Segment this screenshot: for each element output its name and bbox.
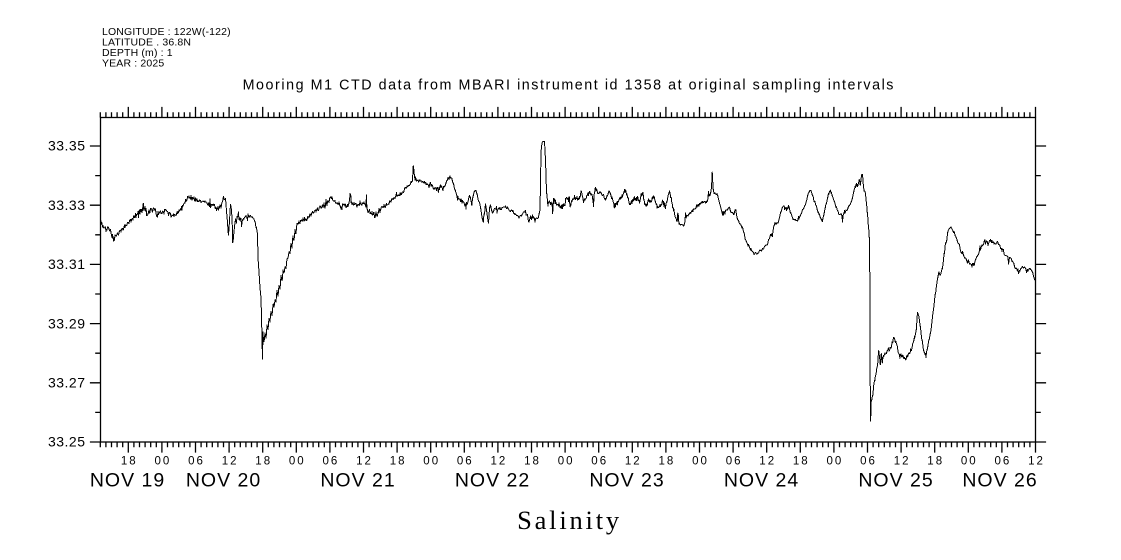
svg-text:NOV 21: NOV 21 [320,470,395,492]
svg-text:18: 18 [390,456,407,468]
svg-text:33.27: 33.27 [48,375,86,391]
svg-text:00: 00 [423,456,440,468]
svg-text:NOV 26: NOV 26 [962,470,1037,492]
svg-text:NOV 19: NOV 19 [90,470,165,492]
svg-text:NOV 25: NOV 25 [858,470,933,492]
svg-text:06: 06 [457,456,474,468]
svg-text:06: 06 [995,456,1012,468]
svg-text:33.35: 33.35 [48,138,86,154]
svg-text:00: 00 [961,456,978,468]
svg-text:NOV 20: NOV 20 [186,470,261,492]
svg-text:33.29: 33.29 [48,315,86,331]
svg-text:06: 06 [188,456,205,468]
svg-text:06: 06 [726,456,743,468]
svg-text:00: 00 [692,456,709,468]
svg-text:LATITUDE . 36.8N: LATITUDE . 36.8N [102,37,191,49]
svg-text:18: 18 [524,456,541,468]
svg-text:18: 18 [927,456,944,468]
svg-text:12: 12 [1028,456,1045,468]
svg-text:12: 12 [356,456,373,468]
svg-text:12: 12 [491,456,508,468]
svg-text:06: 06 [591,456,608,468]
svg-text:Salinity: Salinity [517,505,622,535]
svg-text:12: 12 [222,456,239,468]
svg-text:DEPTH (m) : 1: DEPTH (m) : 1 [102,47,173,59]
svg-text:00: 00 [289,456,306,468]
svg-text:LONGITUDE : 122W(-122): LONGITUDE : 122W(-122) [102,26,231,38]
svg-text:18: 18 [255,456,272,468]
svg-text:06: 06 [323,456,340,468]
svg-text:33.33: 33.33 [48,197,86,213]
svg-text:12: 12 [625,456,642,468]
svg-text:NOV 22: NOV 22 [455,470,530,492]
svg-text:Mooring M1 CTD data from MBARI: Mooring M1 CTD data from MBARI instrumen… [243,78,895,94]
svg-text:18: 18 [793,456,810,468]
svg-text:18: 18 [659,456,676,468]
svg-text:00: 00 [558,456,575,468]
svg-text:12: 12 [759,456,776,468]
svg-text:YEAR : 2025: YEAR : 2025 [102,58,164,70]
svg-text:00: 00 [155,456,172,468]
svg-text:NOV 24: NOV 24 [724,470,799,492]
svg-text:33.25: 33.25 [48,434,86,450]
svg-text:06: 06 [860,456,877,468]
svg-text:33.31: 33.31 [48,256,86,272]
svg-text:NOV 23: NOV 23 [589,470,664,492]
svg-text:12: 12 [894,456,911,468]
svg-text:18: 18 [121,456,138,468]
svg-text:00: 00 [827,456,844,468]
